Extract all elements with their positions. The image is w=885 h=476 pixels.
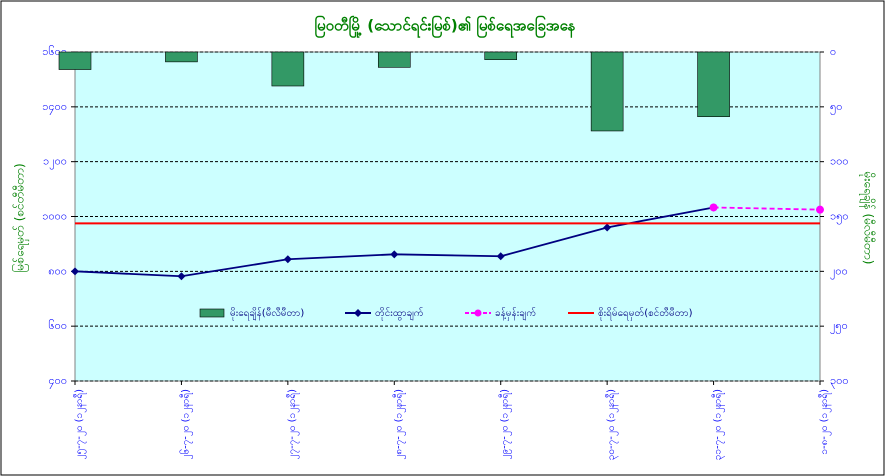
bar xyxy=(271,51,305,87)
x-tick-label: ၂၇-၇-၂၀ (၁၂နာရီ) xyxy=(285,389,300,460)
marker xyxy=(177,272,186,281)
y2-tick-label: ၂၅၀ xyxy=(830,319,848,334)
legend-marker xyxy=(474,309,482,317)
marker xyxy=(283,255,292,264)
legend-label: ခန့်မှန်းချက် xyxy=(495,306,536,321)
x-tick-label: ၃၁-၇-၂၀ (၁၂နာရီ) xyxy=(711,389,726,460)
y2-tick-label: ၃၀၀ xyxy=(830,374,849,389)
bar xyxy=(484,51,518,60)
marker xyxy=(709,203,718,212)
line xyxy=(713,206,821,211)
bar xyxy=(590,51,624,132)
y2-tick-label: ၀ xyxy=(830,45,836,58)
bar xyxy=(377,51,411,68)
x-tick-label: ၂၉-၇-၂၀ (၁၂နာရီ) xyxy=(498,389,513,460)
legend-label: တိုင်းထွာချက် xyxy=(375,306,424,321)
marker xyxy=(71,267,79,276)
y-tick-label: ၁၄၀၀ xyxy=(42,100,67,115)
y-tick-label: ၄၀၀ xyxy=(48,374,67,389)
y2-tick-label: ၅၀ xyxy=(830,100,842,115)
x-tick-label: ၁-၈-၂၀ (၁၂နာရီ) xyxy=(817,389,832,455)
legend-label: စိုးရိမ်ရေမှတ်(စင်တီမီတာ) xyxy=(598,306,693,321)
y2-axis-label: မိုးရေချိန် (မီလီမီတာ) xyxy=(859,172,877,265)
bar xyxy=(165,51,198,63)
y2-tick-label: ၂၀၀ xyxy=(830,264,848,279)
legend-swatch xyxy=(199,308,225,318)
x-tick-label: ၃၀-၇-၂၀ (၁၂နာရီ) xyxy=(604,389,619,460)
y-tick-label: ၈၀၀ xyxy=(48,264,67,277)
legend-marker xyxy=(354,309,362,317)
x-tick-label: ၂၈-၇-၂၀ (၁၂နာရီ) xyxy=(391,389,406,460)
bar xyxy=(58,51,92,70)
y-tick-label: ၁၀၀၀ xyxy=(42,210,67,223)
y2-tick-label: ၁၀၀ xyxy=(830,155,849,168)
y-tick-label: ၁၂၀၀ xyxy=(43,155,67,170)
marker xyxy=(390,250,399,259)
x-tick-label: ၂၆-၇-၂၀ (၁၂နာရီ) xyxy=(178,389,193,460)
y2-tick-label: ၁၅၀ xyxy=(830,210,849,225)
legend-label: မိုးရေချိန်(မီလီမီတာ) xyxy=(230,306,304,321)
y-axis-label: မြစ်ရေမှတ် (စင်တီမီတာ) xyxy=(11,163,30,272)
x-tick-label: ၂၅-၇-၂၀ (၁၂နာရီ) xyxy=(72,389,87,460)
bar xyxy=(697,51,730,118)
marker xyxy=(496,252,505,261)
marker xyxy=(603,223,612,232)
marker xyxy=(816,205,824,214)
y-tick-label: ၆၀၀ xyxy=(48,319,67,332)
